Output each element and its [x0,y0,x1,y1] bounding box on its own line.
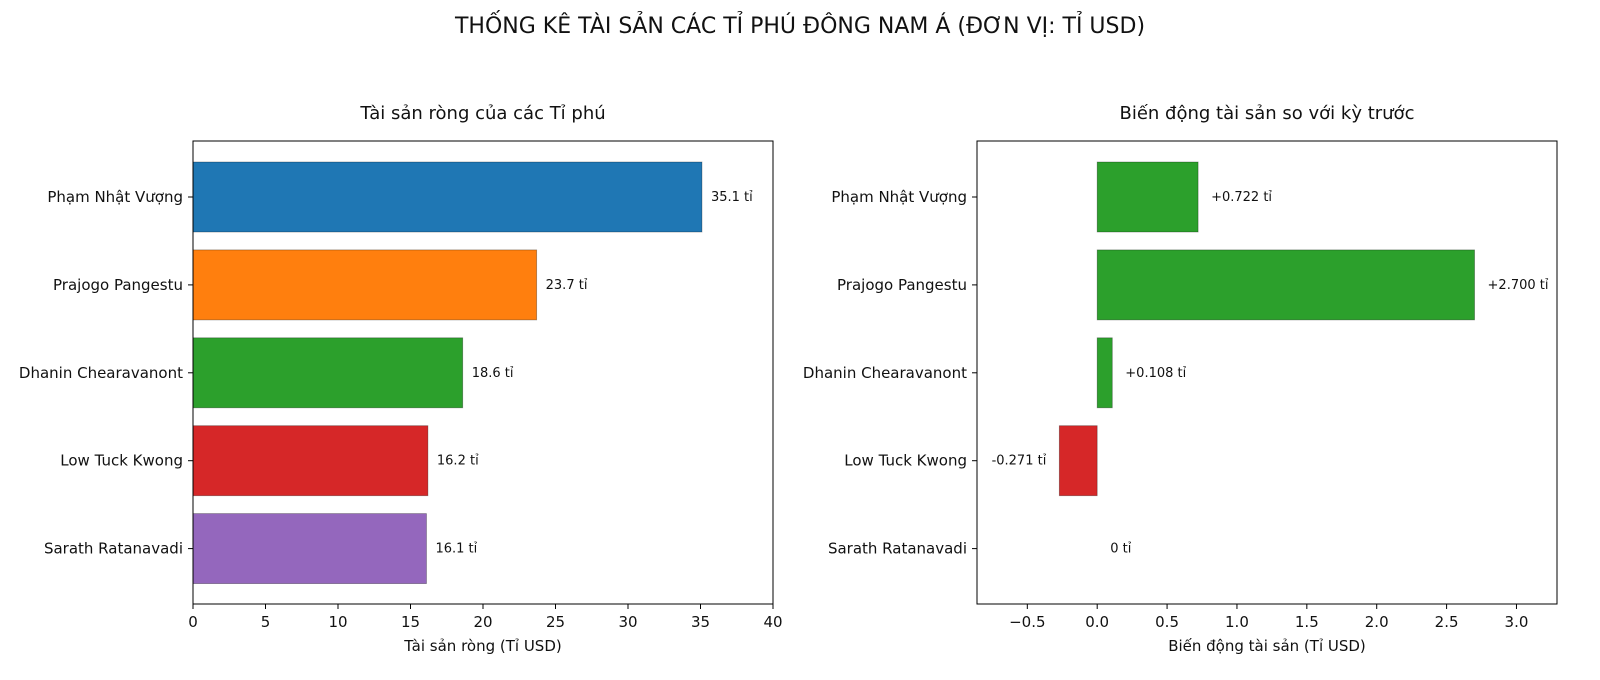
net-worth-bar [192,513,427,584]
net-worth-xtick-label: 25 [546,613,565,631]
change-bar [1096,249,1475,321]
change-xtick-label: 0.0 [1085,613,1109,631]
net-worth-data-label: 35.1 tỉ [711,190,753,205]
chart-panels: Tài sản ròng của các Tỉ phú Phạm Nhật Vượ… [19,103,1558,655]
change-data-label: +0.722 tỉ [1211,190,1272,205]
net-worth-category-label: Dhanin Chearavanont [19,364,183,382]
net-worth-category-label: Prajogo Pangestu [53,276,183,294]
net-worth-xtick-label: 40 [763,613,782,631]
net-worth-bar [192,337,464,409]
change-xtick-label: 2.0 [1365,613,1389,631]
net-worth-bar [192,425,429,497]
change-data-label: 0 tỉ [1110,542,1132,557]
net-worth-category-label: Phạm Nhật Vượng [47,188,183,206]
change-x-axis-label: Biến động tài sản (Tỉ USD) [1168,637,1366,655]
change-category-label: Phạm Nhật Vượng [831,188,967,206]
net-worth-data-label: 16.2 tỉ [437,454,479,469]
change-category-label: Sarath Ratanavadi [828,540,967,558]
net-worth-data-label: 18.6 tỉ [472,366,514,381]
net-worth-data-label: 23.7 tỉ [546,278,588,293]
net-worth-xtick-label: 0 [188,613,198,631]
net-worth-x-axis-label: Tài sản ròng (Tỉ USD) [403,637,562,655]
net-worth-data-label: 16.1 tỉ [435,542,477,557]
change-data-label: +0.108 tỉ [1125,366,1186,381]
change-xtick-label: 1.5 [1295,613,1319,631]
net-worth-xtick-label: 15 [401,613,420,631]
change-chart-title: Biến động tài sản so với kỳ trước [1120,103,1415,124]
figure-title: THỐNG KÊ TÀI SẢN CÁC TỈ PHÚ ĐÔNG NAM Á (… [454,10,1145,39]
change-category-label: Prajogo Pangestu [837,276,967,294]
change-xtick-label: 3.0 [1505,613,1529,631]
change-bar [1096,337,1113,409]
net-worth-bar [192,161,703,233]
net-worth-xtick-label: 10 [328,613,347,631]
change-xtick-label: 2.5 [1435,613,1459,631]
change-xtick-label: 0.5 [1155,613,1179,631]
net-worth-chart-title: Tài sản ròng của các Tỉ phú [359,103,605,124]
net-worth-category-label: Low Tuck Kwong [60,452,183,470]
net-worth-xtick-label: 35 [691,613,710,631]
change-plot-frame [976,140,1558,605]
change-bar [1096,161,1199,233]
change-category-label: Dhanin Chearavanont [803,364,967,382]
net-worth-xtick-label: 5 [261,613,271,631]
change-category-label: Low Tuck Kwong [844,452,967,470]
change-data-label: -0.271 tỉ [992,454,1047,469]
change-bar [1058,425,1098,497]
net-worth-bar [192,249,538,321]
net-worth-xtick-label: 20 [473,613,492,631]
change-chart: Biến động tài sản so với kỳ trước Phạm Nh… [803,103,1558,655]
net-worth-xtick-label: 30 [618,613,637,631]
change-xtick-label: −0.5 [1009,613,1045,631]
change-xtick-label: 1.0 [1225,613,1249,631]
change-data-label: +2.700 tỉ [1488,278,1549,293]
net-worth-category-label: Sarath Ratanavadi [44,540,183,558]
net-worth-chart: Tài sản ròng của các Tỉ phú Phạm Nhật Vượ… [19,103,783,655]
